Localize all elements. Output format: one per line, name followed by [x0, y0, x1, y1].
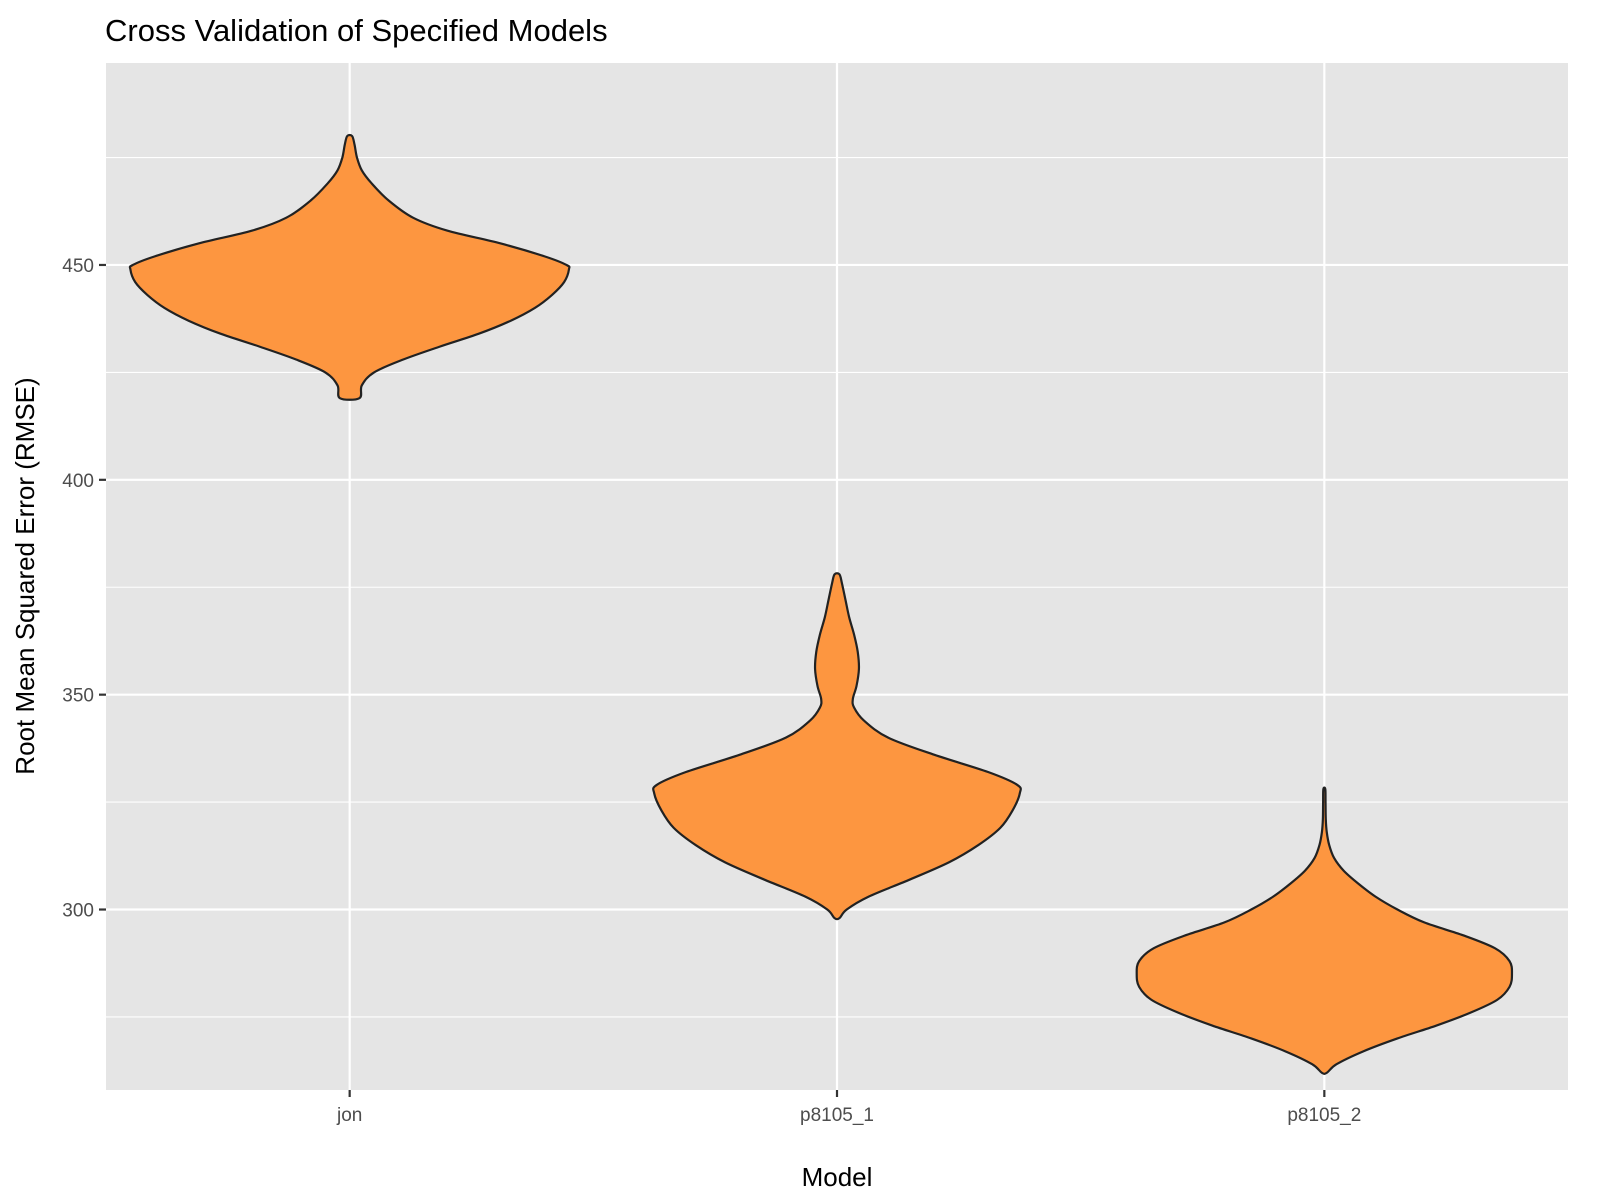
y-tick-label: 300 [62, 901, 94, 922]
violin-p8105_2 [1135, 786, 1514, 1075]
violin-jon [128, 133, 571, 401]
y-tick-label: 350 [62, 686, 94, 707]
x-axis-title: Model [802, 1162, 873, 1192]
x-tick-label: p8105_2 [1287, 1105, 1361, 1126]
y-axis-title: Root Mean Squared Error (RMSE) [10, 377, 40, 774]
y-tick-label: 400 [62, 471, 94, 492]
x-tick-label: jon [336, 1105, 362, 1126]
y-tick-label: 450 [62, 256, 94, 277]
violin-p8105_1 [652, 572, 1022, 921]
y-axis: 300 350 400 450 [62, 256, 106, 922]
violin-layer [128, 133, 1514, 1075]
x-tick-label: p8105_1 [800, 1105, 874, 1126]
chart-title: Cross Validation of Specified Models [105, 13, 608, 48]
x-axis: jon p8105_1 p8105_2 [336, 1090, 1361, 1126]
